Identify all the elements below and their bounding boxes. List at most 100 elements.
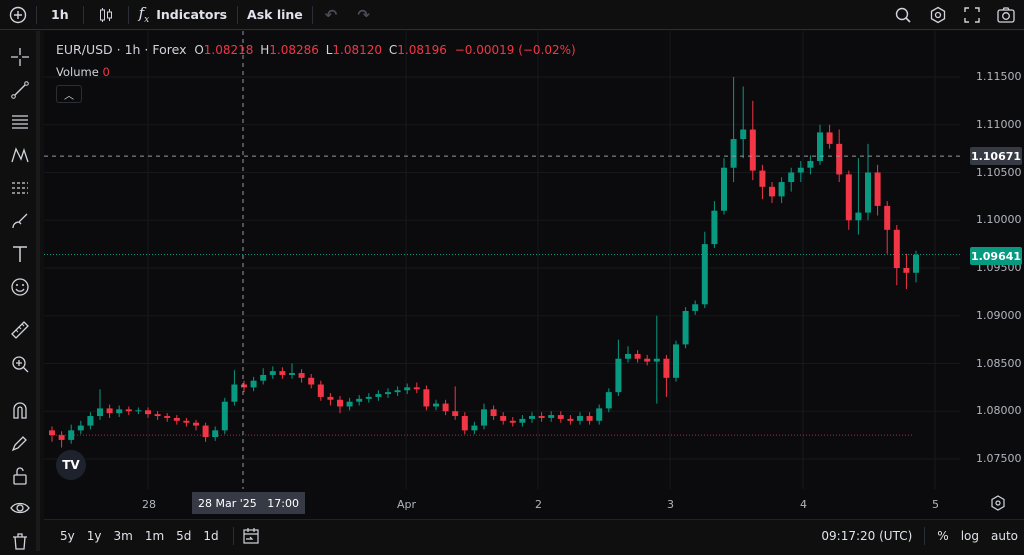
forecast-icon bbox=[12, 182, 28, 194]
range-1m[interactable]: 1m bbox=[144, 528, 165, 543]
candle-body bbox=[903, 268, 910, 273]
emoji-tool[interactable] bbox=[5, 273, 35, 301]
candle-body bbox=[769, 186, 775, 197]
change-value: −0.00019 (−0.02%) bbox=[454, 43, 576, 57]
pattern-tool[interactable] bbox=[5, 141, 35, 169]
pattern-icon bbox=[11, 147, 29, 163]
axis-settings-icon[interactable] bbox=[990, 495, 1006, 511]
range-1d[interactable]: 1d bbox=[203, 528, 219, 543]
smiley-icon bbox=[11, 278, 29, 296]
chart-type-button[interactable] bbox=[84, 0, 128, 30]
indicators-label: Indicators bbox=[156, 7, 228, 22]
time-tick: 28 bbox=[142, 498, 156, 511]
delete-drawings-tool[interactable] bbox=[5, 527, 35, 555]
candle-body bbox=[663, 358, 670, 378]
collapse-legend-button[interactable]: ︿ bbox=[56, 85, 82, 103]
symbol-title[interactable]: EUR/USD · 1h · Forex bbox=[56, 42, 187, 57]
candle-body bbox=[865, 172, 871, 213]
candle-body bbox=[145, 410, 151, 415]
text-tool[interactable] bbox=[5, 240, 35, 268]
time-axis[interactable]: 28 Apr 2 3 4 5 28 Mar '25 17:00 bbox=[44, 489, 1024, 519]
candle-body bbox=[452, 411, 459, 417]
horizontal-lines-icon bbox=[12, 115, 28, 129]
candle-body bbox=[586, 416, 593, 421]
low-label: L bbox=[325, 43, 333, 57]
price-axis[interactable]: 1.11500 1.11000 1.10500 1.10000 1.09500 1.090… bbox=[960, 31, 1024, 489]
candle-body bbox=[289, 373, 295, 375]
go-to-date-button[interactable] bbox=[242, 527, 260, 545]
drawing-mode-tool[interactable] bbox=[5, 429, 35, 457]
candle-body bbox=[193, 422, 199, 426]
candle-body bbox=[337, 399, 343, 407]
range-5y[interactable]: 5y bbox=[60, 528, 75, 543]
range-1y[interactable]: 1y bbox=[86, 528, 102, 543]
redo-icon[interactable]: ↷ bbox=[357, 5, 370, 24]
candle-body bbox=[481, 409, 487, 426]
candle-body bbox=[845, 174, 852, 221]
volume-label[interactable]: Volume bbox=[56, 65, 99, 79]
candle-body bbox=[759, 170, 766, 187]
candlestick-chart[interactable] bbox=[44, 31, 960, 489]
candle-body bbox=[413, 387, 420, 390]
percent-toggle[interactable]: % bbox=[937, 528, 949, 543]
tradingview-logo: TV bbox=[56, 450, 86, 480]
clock[interactable]: 09:17:20 (UTC) bbox=[821, 528, 913, 543]
price-tick: 1.07500 bbox=[976, 452, 1022, 465]
candle-body bbox=[298, 373, 305, 378]
candle-body bbox=[615, 358, 622, 393]
fullscreen-button[interactable] bbox=[957, 0, 987, 30]
high-value: 1.08286 bbox=[269, 43, 319, 57]
log-toggle[interactable]: log bbox=[960, 528, 979, 543]
price-tick: 1.10000 bbox=[976, 213, 1022, 227]
magnet-tool[interactable] bbox=[5, 396, 35, 424]
top-toolbar: 1h fx Indicators Ask line ↶ ↷ bbox=[0, 0, 1024, 30]
candle-body bbox=[269, 371, 276, 375]
crosshair-price-label: 1.10671 bbox=[970, 147, 1022, 165]
candle-body bbox=[183, 420, 190, 423]
screenshot-button[interactable] bbox=[991, 0, 1021, 30]
fib-tool[interactable] bbox=[5, 108, 35, 136]
candle-body bbox=[135, 410, 142, 412]
candle-body bbox=[471, 425, 478, 431]
candle-body bbox=[874, 172, 881, 206]
auto-toggle[interactable]: auto bbox=[990, 528, 1018, 543]
hide-drawings-tool[interactable] bbox=[5, 494, 35, 522]
zoom-in-tool[interactable] bbox=[5, 350, 35, 378]
lock-drawings-tool[interactable] bbox=[5, 462, 35, 490]
indicators-button[interactable]: fx Indicators bbox=[129, 0, 237, 30]
quick-search-button[interactable] bbox=[888, 0, 918, 30]
candle-body bbox=[260, 374, 267, 381]
candle-body bbox=[692, 304, 699, 311]
gear-icon bbox=[930, 6, 946, 24]
add-symbol-button[interactable] bbox=[0, 0, 36, 30]
ask-line-button[interactable]: Ask line bbox=[247, 7, 303, 22]
candle-body bbox=[500, 416, 507, 421]
candle-body bbox=[807, 161, 814, 168]
divider bbox=[82, 5, 84, 24]
crosshair-tool[interactable] bbox=[5, 43, 35, 71]
candle-body bbox=[317, 384, 324, 397]
candle-body bbox=[433, 403, 439, 407]
candle-body bbox=[365, 396, 372, 399]
trend-line-tool[interactable] bbox=[5, 76, 35, 104]
ruler-icon bbox=[11, 321, 29, 339]
candle-body bbox=[154, 414, 161, 417]
candle-body bbox=[538, 416, 545, 418]
candle-body bbox=[509, 420, 516, 423]
prediction-tool[interactable] bbox=[5, 174, 35, 202]
candle-body bbox=[884, 205, 891, 230]
candle-body bbox=[394, 390, 401, 393]
undo-icon[interactable]: ↶ bbox=[324, 5, 338, 24]
candle-body bbox=[442, 403, 449, 412]
chart-pane[interactable]: EUR/USD · 1h · Forex O1.08218 H1.08286 L… bbox=[44, 31, 960, 489]
range-5d[interactable]: 5d bbox=[176, 528, 192, 543]
measure-tool[interactable] bbox=[5, 316, 35, 344]
settings-button[interactable] bbox=[923, 0, 953, 30]
brush-tool[interactable] bbox=[5, 207, 35, 235]
candle-body bbox=[231, 384, 238, 402]
high-label: H bbox=[260, 43, 270, 57]
range-3m[interactable]: 3m bbox=[113, 528, 133, 543]
calendar-icon bbox=[243, 527, 259, 544]
interval-button[interactable]: 1h bbox=[51, 7, 69, 22]
bottom-toolbar: 5y 1y 3m 1m 5d 1d 09:17:20 (UTC) % log a… bbox=[44, 519, 1024, 551]
